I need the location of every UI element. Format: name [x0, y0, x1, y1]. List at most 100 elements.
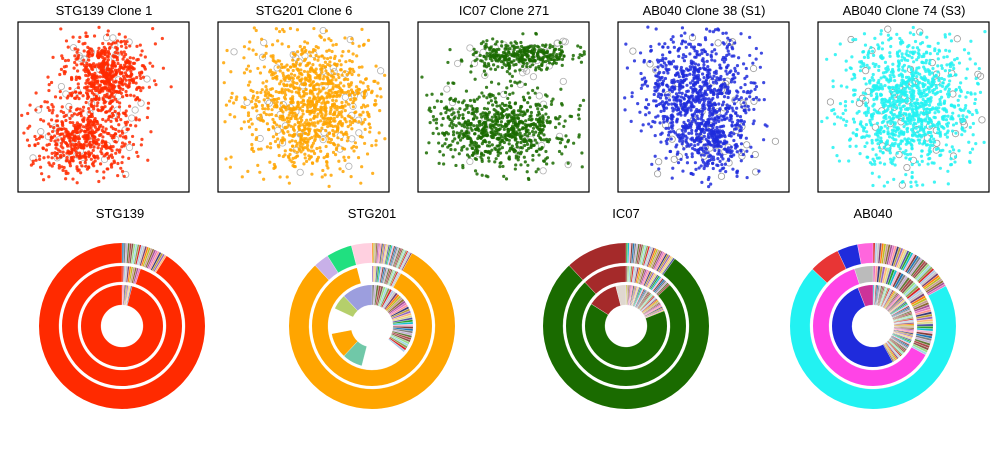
scatter-point	[333, 54, 337, 58]
scatter-outline-point	[274, 126, 282, 134]
scatter-point	[491, 135, 496, 140]
scatter-point	[494, 157, 498, 161]
scatter-point	[259, 147, 263, 151]
scatter-point	[252, 149, 256, 153]
scatter-point	[519, 44, 524, 48]
scatter-point	[347, 49, 351, 53]
scatter-point	[262, 98, 266, 102]
scatter-point	[352, 99, 356, 103]
scatter-point	[98, 75, 102, 79]
scatter-point	[31, 159, 35, 163]
scatter-point	[56, 138, 60, 142]
scatter-point	[647, 111, 651, 115]
scatter-point	[81, 94, 85, 98]
scatter-point	[880, 41, 885, 45]
scatter-point	[325, 160, 329, 165]
scatter-point	[682, 79, 686, 83]
scatter-point	[92, 107, 96, 111]
scatter-point	[442, 162, 446, 166]
scatter-point	[877, 64, 881, 69]
scatter-point	[360, 165, 364, 169]
scatter-point	[160, 36, 164, 41]
scatter-point	[135, 44, 139, 48]
scatter-point	[486, 62, 491, 66]
scatter-plot-2	[222, 26, 387, 188]
scatter-point	[120, 131, 125, 135]
scatter-point	[456, 116, 461, 120]
scatter-point	[256, 66, 260, 71]
scatter-point	[488, 48, 492, 52]
scatter-point	[742, 120, 746, 124]
scatter-point	[94, 138, 98, 142]
scatter-point	[114, 127, 118, 132]
scatter-point	[656, 114, 660, 118]
scatter-point	[59, 132, 63, 136]
scatter-point	[291, 111, 295, 115]
scatter-point	[623, 108, 627, 112]
scatter-point	[319, 149, 323, 153]
scatter-point	[527, 131, 532, 135]
scatter-point	[512, 150, 516, 154]
scatter-point	[51, 55, 55, 59]
scatter-point	[301, 112, 305, 116]
scatter-point	[544, 149, 548, 154]
scatter-point	[34, 137, 39, 142]
scatter-point	[472, 47, 476, 51]
scatter-point	[329, 173, 333, 177]
scatter-point	[440, 144, 445, 148]
scatter-point	[105, 76, 109, 80]
scatter-point	[111, 127, 115, 131]
scatter-point	[514, 163, 518, 167]
scatter-point	[683, 73, 687, 78]
scatter-point	[557, 122, 561, 126]
scatter-point	[292, 106, 296, 110]
scatter-point	[531, 153, 535, 158]
scatter-point	[143, 55, 147, 59]
scatter-point	[752, 97, 756, 102]
scatter-point	[269, 87, 273, 91]
scatter-point	[487, 110, 491, 114]
scatter-point	[531, 158, 535, 162]
scatter-point	[332, 72, 336, 76]
scatter-point	[496, 111, 500, 116]
scatter-point	[490, 119, 494, 123]
scatter-point	[281, 114, 285, 118]
scatter-point	[702, 153, 706, 157]
scatter-point	[61, 168, 65, 172]
scatter-point	[640, 83, 644, 87]
scatter-point	[695, 91, 699, 95]
scatter-point	[40, 172, 44, 176]
scatter-point	[246, 111, 251, 115]
scatter-point	[700, 48, 704, 52]
scatter-point	[96, 138, 100, 142]
scatter-point	[320, 101, 324, 105]
scatter-point	[312, 151, 317, 156]
scatter-point	[342, 155, 346, 159]
scatter-point	[304, 78, 308, 82]
scatter-point	[117, 86, 121, 90]
scatter-outline-point	[37, 128, 45, 136]
scatter-point	[888, 54, 892, 58]
scatter-point	[348, 119, 352, 124]
scatter-point	[688, 72, 692, 76]
scatter-point	[364, 89, 368, 93]
scatter-point	[667, 98, 672, 102]
scatter-point	[428, 106, 432, 110]
scatter-point	[283, 149, 287, 153]
scatter-point	[266, 103, 270, 107]
scatter-point	[837, 159, 842, 163]
scatter-point	[492, 52, 497, 56]
scatter-point	[724, 112, 728, 116]
scatter-point	[102, 45, 106, 49]
scatter-point	[65, 96, 69, 100]
scatter-point	[87, 58, 91, 62]
scatter-point	[50, 102, 54, 107]
scatter-point	[705, 73, 710, 77]
scatter-point	[560, 63, 564, 67]
scatter-point	[271, 135, 276, 139]
scatter-point	[482, 64, 486, 68]
scatter-outline-point	[466, 157, 474, 166]
scatter-point	[68, 164, 73, 168]
scatter-point	[513, 80, 517, 84]
scatter-point	[225, 48, 229, 53]
